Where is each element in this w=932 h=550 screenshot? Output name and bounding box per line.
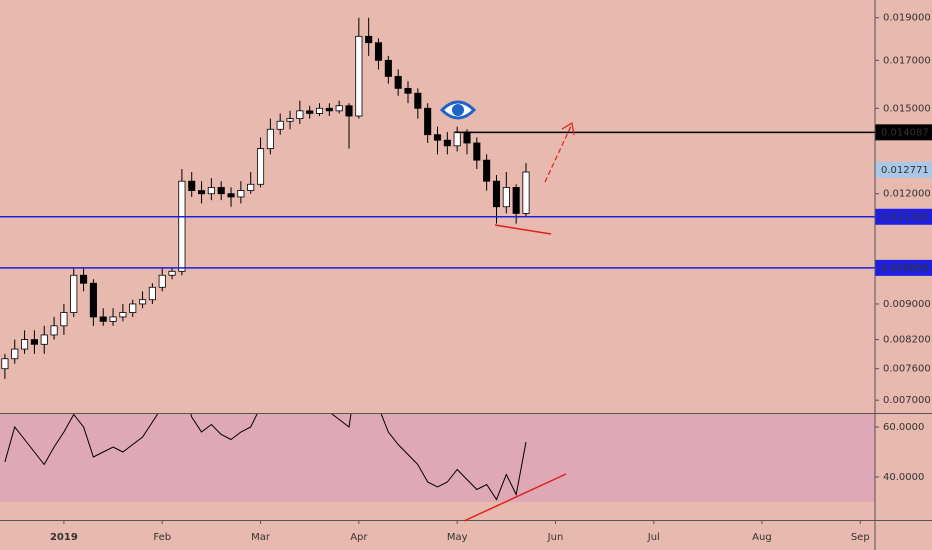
candle-body (129, 303, 137, 313)
level-label-box (875, 124, 932, 141)
y-tick-label: 0.009000 (883, 299, 931, 310)
y-tick-label: 0.007600 (883, 364, 931, 375)
candle-body (502, 187, 510, 208)
rsi-line (4, 413, 527, 501)
candle-body (50, 325, 58, 336)
x-tick-label: May (447, 532, 468, 543)
candle-body (483, 159, 491, 182)
candle-body (11, 348, 19, 360)
y-tick-label: 0.012000 (883, 189, 931, 200)
x-tick-label: 2019 (50, 532, 78, 543)
candle-body (315, 107, 324, 114)
candle-body (207, 187, 215, 195)
x-tick-label: Feb (153, 532, 171, 543)
candle-body (158, 274, 166, 288)
candle-body (325, 107, 333, 112)
y-tick-label: 60.0000 (883, 422, 924, 433)
candle-body (306, 110, 314, 114)
y-tick-label: 0.017000 (883, 55, 931, 66)
eye-icon (439, 100, 477, 120)
candle-body (443, 139, 451, 147)
x-tick-label: Jul (647, 532, 660, 543)
candle-body (266, 128, 274, 150)
arrow-head (561, 122, 575, 136)
candle-body (227, 193, 235, 198)
level-label: 0.011300 (881, 212, 929, 223)
candle-body (188, 180, 196, 191)
rsi-pane (0, 413, 875, 502)
candle-body (247, 183, 255, 191)
candle-body (463, 131, 471, 144)
level-label: 0.014087 (881, 127, 929, 138)
candle-body (355, 35, 363, 117)
candle-body (453, 131, 461, 147)
candle-body (119, 312, 127, 318)
arrow (544, 125, 572, 183)
candle-body (296, 110, 304, 120)
candle-body (237, 190, 245, 198)
candle-body (522, 171, 530, 214)
candle-body (374, 42, 383, 61)
candle-body (286, 118, 294, 122)
candle-body (256, 148, 265, 185)
candle-body (394, 76, 402, 89)
candle-body (492, 180, 501, 208)
drawings (439, 100, 575, 522)
candle-body (178, 180, 186, 272)
candle-body (335, 105, 343, 112)
x-tick-label: Jun (547, 532, 564, 543)
candle-body (80, 274, 88, 284)
trend-line (494, 224, 552, 235)
y-tick-label: 0.015000 (883, 103, 931, 114)
level-label: 0.009888 (881, 263, 929, 274)
candle-body (512, 187, 520, 214)
candle-body (1, 358, 9, 370)
x-tick-label: Apr (350, 532, 368, 543)
y-tick-label: 40.0000 (883, 472, 924, 483)
candle-body (414, 92, 422, 109)
candle-body (345, 105, 353, 117)
candle-body (139, 299, 147, 305)
candle-body (197, 190, 206, 195)
candle-body (217, 187, 225, 195)
level-label-box (875, 259, 932, 276)
candle-body (433, 134, 442, 141)
candle-body (168, 270, 176, 276)
candle-body (109, 316, 117, 322)
y-tick-label: 0.007000 (883, 395, 931, 406)
y-tick-label: 0.019000 (883, 13, 931, 24)
x-tick-label: Sep (851, 532, 870, 543)
last-price-label: 0.012771 (881, 165, 929, 176)
candle-body (276, 120, 284, 130)
y-tick-label: 0.008200 (883, 335, 931, 346)
x-tick-label: Mar (251, 532, 271, 543)
candle-body (473, 142, 481, 161)
candle-body (365, 35, 373, 44)
candle-body (21, 339, 29, 350)
level-label-box (875, 208, 932, 225)
rsi-trend-line (463, 473, 567, 522)
x-tick-label: Aug (752, 532, 772, 543)
candle-body (424, 107, 432, 136)
candle-body (40, 334, 48, 345)
candle-body (99, 316, 107, 322)
last-price-box (875, 161, 932, 178)
candle-body (30, 339, 38, 345)
candle-body (89, 282, 97, 318)
candle-body (60, 312, 68, 327)
price-pane (1, 17, 530, 379)
candle-body (404, 87, 412, 94)
candle-body (148, 286, 156, 301)
axes: 0.019000 0.017000 0.015000 0.012000 0.009000… (0, 13, 932, 543)
candle-body (384, 59, 392, 77)
candle-body (70, 274, 78, 313)
